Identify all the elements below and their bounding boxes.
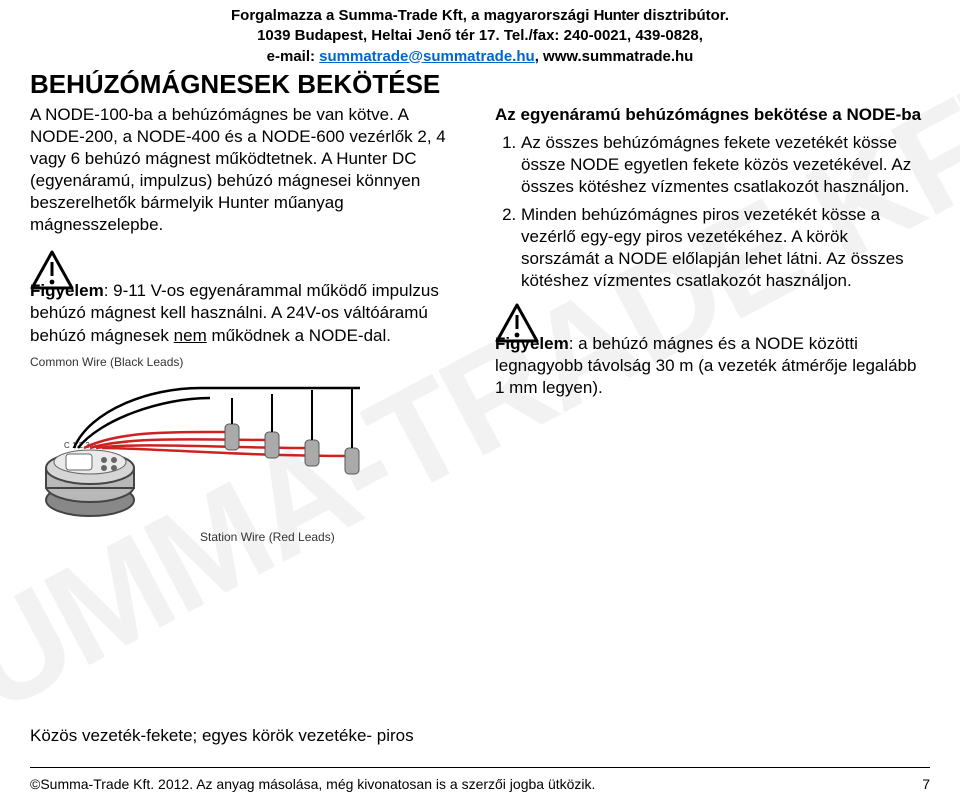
header-line1-post: disztribútor. <box>639 7 729 24</box>
footer-copyright: ©Summa-Trade Kft. 2012. Az anyag másolás… <box>30 776 595 792</box>
header-contact: e-mail: summatrade@summatrade.hu, www.su… <box>30 47 930 67</box>
wiring-svg: C 1 2 3 4 <box>30 370 410 530</box>
page-title: BEHÚZÓMÁGNESEK BEKÖTÉSE <box>30 69 930 100</box>
header-line2: 1039 Budapest, Heltai Jenő tér 17. Tel./… <box>30 26 930 46</box>
web-sep: , <box>535 48 543 65</box>
web-url: www.summatrade.hu <box>543 48 693 65</box>
warning-label: Figyelem <box>30 281 104 300</box>
right-warning-text: Figyelem: a behúzó mágnes és a NODE közö… <box>495 333 930 399</box>
list-item: Az összes behúzómágnes fekete vezetékét … <box>521 132 930 198</box>
bottom-caption: Közös vezeték-fekete; egyes körök vezeté… <box>30 726 930 746</box>
right-warning-block: Figyelem: a behúzó mágnes és a NODE közö… <box>495 303 930 399</box>
footer-page-number: 7 <box>922 776 930 792</box>
email-link[interactable]: summatrade@summatrade.hu <box>319 48 535 65</box>
left-warning-text: Figyelem: 9-11 V-os egyenárammal működő … <box>30 280 465 346</box>
warning-label: Figyelem <box>495 334 569 353</box>
right-column: Az egyenáramú behúzómágnes bekötése a NO… <box>495 104 930 546</box>
warn-underline: nem <box>174 326 207 345</box>
left-column: A NODE-100-ba a behúzómágnes be van kötv… <box>30 104 465 546</box>
wiring-steps-list: Az összes behúzómágnes fekete vezetékét … <box>495 132 930 293</box>
left-paragraph-1: A NODE-100-ba a behúzómágnes be van kötv… <box>30 104 465 237</box>
brand-name: Hunter <box>594 7 639 24</box>
header-line1-pre: Forgalmazza a Summa-Trade Kft, a magyaro… <box>231 7 594 24</box>
diagram-caption-top: Common Wire (Black Leads) <box>30 355 465 371</box>
header: Forgalmazza a Summa-Trade Kft, a magyaro… <box>30 0 930 67</box>
footer: ©Summa-Trade Kft. 2012. Az anyag másolás… <box>30 776 930 792</box>
header-line1: Forgalmazza a Summa-Trade Kft, a magyaro… <box>30 6 930 26</box>
list-item: Minden behúzómágnes piros vezetékét köss… <box>521 204 930 292</box>
diagram-caption-bottom: Station Wire (Red Leads) <box>30 530 465 546</box>
footer-divider <box>30 767 930 768</box>
right-subhead: Az egyenáramú behúzómágnes bekötése a NO… <box>495 104 930 126</box>
wiring-diagram: Common Wire (Black Leads) C 1 2 3 4 <box>30 355 465 546</box>
left-warning-block: Figyelem: 9-11 V-os egyenárammal működő … <box>30 250 465 346</box>
warn-after2: működnek a NODE-dal. <box>207 326 391 345</box>
email-label: e-mail: <box>267 48 320 65</box>
